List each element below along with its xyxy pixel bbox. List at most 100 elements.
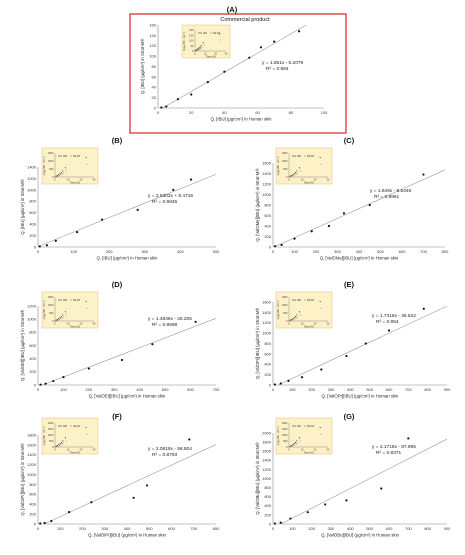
inset-point-hs [62,440,64,442]
legend-hs-label: HS [63,154,67,158]
x-axis-label: Q, [ValOBu][IBU] (µg/cm²) in Human skin [321,533,399,538]
inset-y-tick: 1000 [282,303,288,307]
inset-y-tick: 0 [52,175,54,179]
inset-point-strat [320,307,322,310]
data-point [380,487,383,490]
inset-point-hs [294,171,297,174]
inset-point-strat [63,316,65,318]
x-tick-label: 700 [420,249,427,254]
inset-point-hs [60,315,63,318]
x-tick-label: 200 [313,249,320,254]
data-point [38,245,41,248]
y-tick-label: 1400 [27,164,37,169]
data-point [287,379,290,382]
fit-r2: R² = 0.954 [376,319,399,325]
trend-line [44,444,217,525]
inset-x-tick: 0 [54,177,56,181]
x-tick-label: 400 [347,526,354,531]
data-point [132,496,135,499]
fit-r2: R² = 0.9698 [152,322,178,328]
inset-point-strat [291,445,293,447]
data-point [387,329,391,332]
y-tick-label: 1600 [27,442,37,447]
y-tick-label: 200 [264,372,271,377]
x-tick-label: 100 [289,526,296,531]
legend-strat-swatch [304,299,306,301]
inset-point-hs [197,48,199,50]
x-tick-label: 300 [111,387,118,392]
y-axis-label: Q, [ValOMe][IBU] (µg/cm²) in Strat-M® [255,168,260,242]
data-point [43,521,46,525]
inset-y-tick: 1500 [282,295,288,299]
y-tick-label: 600 [29,492,36,497]
fit-r2: R² = 0.984 [266,66,289,72]
data-point [422,173,425,176]
inset-y-tick: 500 [49,311,54,315]
panel-label: (B) [112,136,123,145]
chart-panel-3: (C)0 100 200 300 400 500 600 700 800020040060080… [255,136,449,261]
inset-y-tick: 1500 [282,427,288,431]
x-tick-label: 0 [272,249,275,254]
inset-point-strat [197,49,199,51]
fit-equation: y = 2.0819x - 58.504 [148,446,192,452]
data-point [259,46,263,49]
y-axis-label: Q, [ValOEt][IBU] (µg/cm²) in Strat-M® [20,309,25,381]
inset-point-strat [293,444,295,446]
legend-hs-label: HS [63,298,67,302]
inset-y-tick: 500 [283,311,288,315]
inset-point-strat [56,175,58,178]
data-point [298,30,301,33]
inset-x-tick: 0 [194,51,196,55]
legend-strat-swatch [70,299,72,301]
panel-label: (G) [344,412,355,421]
inset-background [41,417,99,455]
panel-label: (D) [112,280,123,289]
chart-panel-6: (F)0 100 200 300 400 500 600 700 800020040060080… [20,412,220,538]
x-tick-label: 500 [213,249,220,254]
data-point [289,517,292,520]
inset-y-label: Q (µg IBU · cm⁻²) [43,156,46,175]
x-tick-label: 100 [57,526,64,531]
x-tick-label: 900 [444,526,451,531]
y-tick-label: 0 [34,521,37,526]
data-point [87,367,90,370]
data-point [310,230,313,233]
y-tick-label: 1400 [27,452,37,457]
inset-point-hs [59,442,61,445]
inset-x-tick: 10 [204,51,207,55]
inset-x-tick: 20 [214,51,217,55]
data-point [50,519,53,523]
inset-y-tick: 1500 [48,295,54,299]
inset-point-strat [196,49,198,52]
x-tick-label: 700 [405,387,412,392]
x-tick-label: 0 [37,249,40,254]
inset-point-hs [60,171,63,174]
fit-equation: y = 1.4846x - 26.206 [148,316,192,322]
y-axis-label: Q, [IBU] (µg/cm²) in Strat-M® [20,178,25,234]
inset-point-hs [296,170,298,172]
x-tick-label: 0 [272,387,275,392]
inset-point-hs [58,174,60,176]
inset-x-label: Time [h] [70,325,80,329]
trend-line [42,318,217,386]
inset-x-tick: 0 [288,177,290,181]
inset-y-tick: 0 [52,445,54,449]
inset-y-tick: 1000 [48,303,54,307]
inset-background [181,24,231,59]
inset-point-strat [86,307,88,310]
panel-a-frame [129,13,347,134]
legend-hs-label: HS [297,298,301,302]
inset-y-tick: 100 [189,39,194,43]
inset-point-strat [297,316,299,318]
y-tick-label: 1400 [262,458,272,463]
inset-point-strat [295,443,297,445]
trend-line [162,24,307,109]
inset-x-tick: 30 [93,177,96,181]
inset-point-strat [86,433,88,436]
inset-x-tick: 20 [80,447,83,451]
data-point [176,98,180,101]
x-axis-label: Q, [ValOiPr][IBU] (µg/cm²) in Human skin [88,533,166,538]
inset-point-strat [60,174,62,176]
